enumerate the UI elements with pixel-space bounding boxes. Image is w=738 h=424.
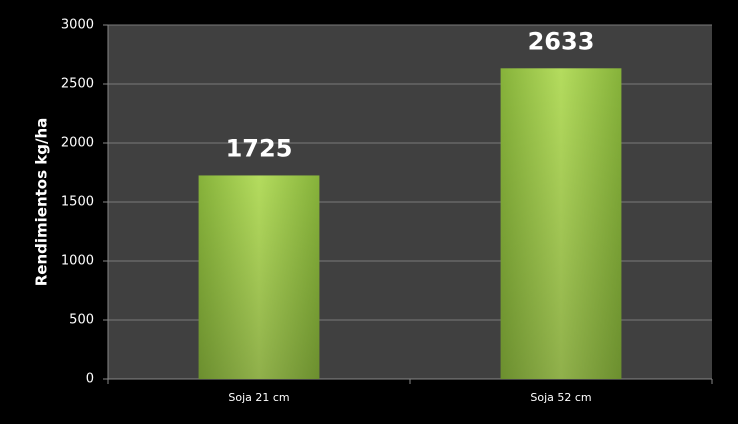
x-tick-label: Soja 21 cm bbox=[228, 391, 289, 404]
y-tick-label: 1000 bbox=[61, 254, 94, 269]
y-tick-label: 3000 bbox=[61, 18, 94, 33]
y-tick-label: 500 bbox=[69, 313, 94, 328]
y-tick-label: 0 bbox=[86, 372, 94, 387]
y-tick-label: 2000 bbox=[61, 136, 94, 151]
x-tick-label: Soja 52 cm bbox=[530, 391, 591, 404]
bar-shade bbox=[500, 68, 622, 379]
bar-shade bbox=[198, 175, 320, 379]
y-axis-label: Rendimientos kg/ha bbox=[33, 118, 51, 287]
value-label: 2633 bbox=[528, 27, 595, 55]
y-tick-label: 1500 bbox=[61, 195, 94, 210]
value-label: 1725 bbox=[226, 134, 293, 162]
y-tick-label: 2500 bbox=[61, 77, 94, 92]
